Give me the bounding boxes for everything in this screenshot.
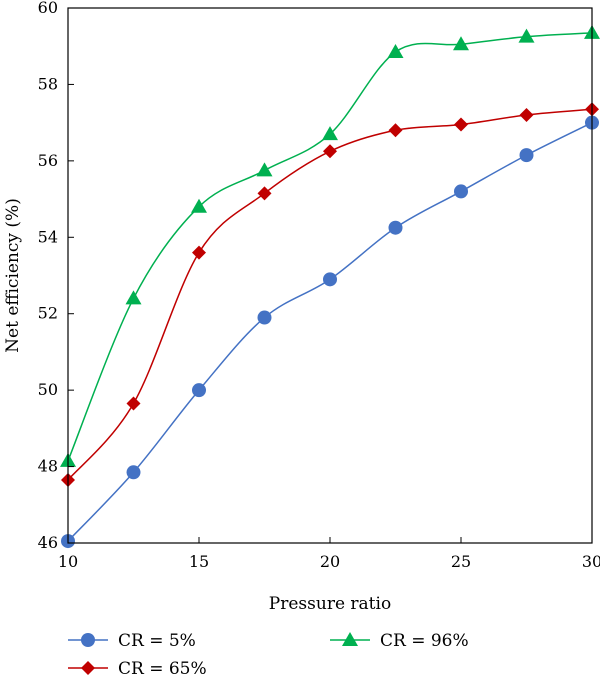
- y-tick-label: 54: [38, 227, 58, 246]
- legend-label: CR = 65%: [118, 659, 207, 676]
- data-point: [192, 383, 206, 398]
- data-point: [257, 310, 272, 325]
- x-tick-label: 20: [320, 552, 340, 571]
- series-line: [67, 108, 593, 481]
- legend-marker: [81, 661, 95, 675]
- data-point: [388, 123, 403, 138]
- y-tick-label: 60: [38, 0, 58, 17]
- series-line: [67, 32, 593, 462]
- x-tick-label: 15: [189, 552, 209, 571]
- legend-item: CR = 5%: [68, 631, 196, 651]
- data-point: [454, 117, 468, 132]
- legend: CR = 5% CR = 65% CR = 96%: [68, 631, 469, 676]
- data-point: [125, 290, 142, 305]
- data-point: [323, 144, 337, 159]
- data-point: [519, 108, 534, 122]
- data-point: [192, 245, 206, 260]
- data-point: [126, 465, 141, 480]
- data-point: [257, 186, 272, 201]
- y-tick-label: 52: [38, 304, 58, 323]
- data-point: [453, 36, 469, 51]
- data-point: [256, 162, 273, 177]
- series-3: [60, 24, 600, 467]
- legend-marker: [342, 632, 358, 646]
- y-axis-title: Net efficiency (%): [3, 198, 23, 353]
- data-point: [388, 220, 403, 235]
- data-point: [323, 272, 337, 287]
- data-point: [518, 28, 535, 43]
- x-tick-label: 10: [58, 552, 78, 571]
- x-tick-label: 25: [451, 552, 471, 571]
- data-point: [519, 148, 534, 163]
- legend-marker: [81, 633, 95, 647]
- series-2: [61, 102, 599, 487]
- y-tick-label: 50: [38, 380, 58, 399]
- series-line: [67, 121, 593, 542]
- data-point: [454, 184, 468, 199]
- legend-label: CR = 96%: [380, 631, 469, 651]
- data-point: [126, 396, 141, 411]
- legend-item: CR = 96%: [330, 631, 469, 651]
- plot-series: [60, 24, 600, 549]
- data-point: [387, 43, 404, 58]
- axes: 10 15 20 25 30 46 48 50 52 54 56 58 60: [38, 0, 600, 571]
- legend-item: CR = 65%: [68, 659, 207, 676]
- data-point: [322, 126, 338, 141]
- y-tick-label: 46: [38, 533, 58, 552]
- legend-label: CR = 5%: [118, 631, 196, 651]
- y-tick-label: 48: [38, 457, 58, 476]
- series-1: [61, 115, 599, 549]
- x-axis-title: Pressure ratio: [269, 594, 391, 614]
- y-tick-label: 58: [38, 74, 58, 93]
- data-point: [191, 198, 207, 213]
- y-tick-label: 56: [38, 151, 58, 170]
- x-tick-label: 30: [582, 552, 600, 571]
